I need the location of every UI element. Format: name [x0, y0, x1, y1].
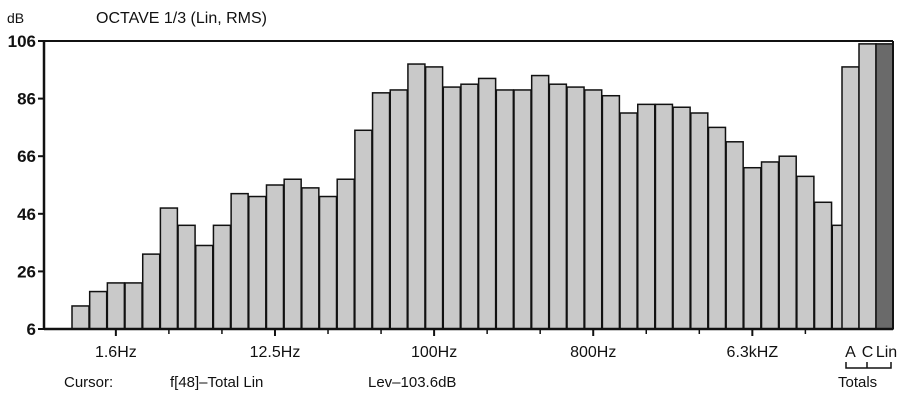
spectrum-bar: [726, 142, 743, 329]
spectrum-bar: [797, 176, 814, 329]
spectrum-bar: [302, 188, 319, 329]
spectrum-bar: [479, 78, 496, 329]
spectrum-bar: [673, 107, 690, 329]
spectrum-bar: [355, 130, 372, 329]
spectrum-bar: [426, 67, 443, 329]
y-tick-label: 106: [8, 32, 36, 51]
y-tick-label: 46: [17, 205, 36, 224]
spectrum-bar: [373, 93, 390, 329]
y-tick-label: 66: [17, 147, 36, 166]
spectrum-bar: [213, 225, 230, 329]
totals-bar: [859, 44, 876, 329]
totals-tick-label: A: [845, 344, 856, 361]
spectrum-bar: [602, 96, 619, 329]
totals-group-label: Totals: [838, 374, 877, 391]
spectrum-bar: [514, 90, 531, 329]
cursor-band-readout: f[48]–Total Lin: [170, 374, 263, 391]
spectrum-bar: [585, 90, 602, 329]
spectrum-bar: [496, 90, 513, 329]
spectrum-bar: [90, 292, 107, 329]
spectrum-bar: [620, 113, 637, 329]
spectrum-bar: [708, 127, 725, 329]
spectrum-bar: [638, 104, 655, 329]
spectrum-bar: [567, 87, 584, 329]
spectrum-bar: [178, 225, 195, 329]
totals-tick-label: C: [862, 344, 874, 361]
spectrum-bar: [249, 197, 266, 329]
spectrum-bar: [549, 84, 566, 329]
spectrum-bar: [337, 179, 354, 329]
spectrum-bar: [231, 194, 248, 329]
y-tick-label: 6: [27, 320, 36, 339]
spectrum-bar: [284, 179, 301, 329]
y-tick-label: 86: [17, 90, 36, 109]
x-tick-label: 1.6Hz: [95, 344, 137, 361]
spectrum-bar: [443, 87, 460, 329]
spectrum-bar: [762, 162, 779, 329]
x-tick-label: 12.5Hz: [250, 344, 301, 361]
totals-tick-label: Lin: [876, 344, 897, 361]
cursor-level-readout: Lev–103.6dB: [368, 374, 456, 391]
x-tick-label: 800Hz: [570, 344, 616, 361]
y-tick-label: 26: [17, 262, 36, 281]
spectrum-bar: [143, 254, 160, 329]
cursor-label: Cursor:: [64, 374, 113, 391]
x-tick-label: 100Hz: [411, 344, 457, 361]
spectrum-bar: [779, 156, 796, 329]
spectrum-bar: [72, 306, 89, 329]
x-tick-label: 6.3kHZ: [727, 344, 779, 361]
totals-bracket: [846, 362, 891, 368]
spectrum-bar: [390, 90, 407, 329]
spectrum-bar: [744, 168, 761, 329]
spectrum-bar: [320, 197, 337, 329]
spectrum-bar: [532, 76, 549, 329]
spectrum-bar: [408, 64, 425, 329]
spectrum-bar: [461, 84, 478, 329]
spectrum-bar: [691, 113, 708, 329]
spectrum-bar: [107, 283, 124, 329]
spectrum-bar: [125, 283, 142, 329]
spectrum-bar: [655, 104, 672, 329]
totals-bar: [876, 44, 893, 329]
spectrum-bar: [266, 185, 283, 329]
spectrum-bar: [196, 245, 213, 329]
spectrum-bar: [160, 208, 177, 329]
spectrum-bar: [815, 202, 832, 329]
totals-bar: [842, 67, 859, 329]
